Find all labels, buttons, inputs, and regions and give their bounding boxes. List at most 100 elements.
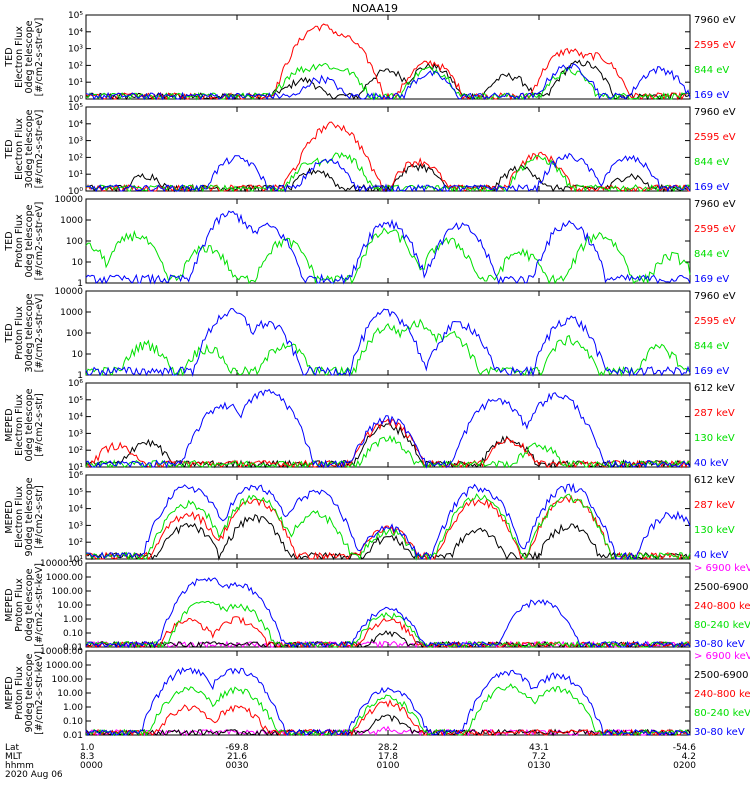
y-tick-label: 10⁴: [68, 120, 83, 130]
y-axis-label: Proton Flux: [14, 666, 25, 720]
series-line: [85, 493, 691, 561]
y-axis-label: 30deg telescope: [24, 109, 35, 188]
y-tick-label: 100.00: [52, 675, 84, 685]
legend-entry: 80-240 keV: [694, 708, 750, 719]
series-line: [85, 513, 691, 561]
y-tick-label: 10⁵: [68, 488, 83, 498]
y-tick-label: 10⁵: [68, 103, 83, 113]
y-axis-label: 90deg telescope: [24, 477, 35, 556]
y-tick-label: 10²: [68, 153, 83, 163]
panel-2: 10⁰ 10¹ 10² 10³ 10⁴ 10⁵ TED Electron Flux 30deg …: [4, 103, 736, 197]
legend-entry: 240-800 keV: [694, 689, 750, 700]
y-axis-label: 0deg telescope: [24, 568, 35, 641]
legend-entry: 80-240 keV: [694, 620, 750, 631]
panel-7: 0.01 0.10 1.00 10.00 100.00 1000.00 10000.00 ME…: [4, 559, 750, 653]
y-tick-label: 1000: [60, 308, 83, 318]
y-axis-label: [#/cm2-s-str-eV]: [34, 202, 45, 281]
panel-6: 10¹ 10² 10³ 10⁴ 10⁵ 10⁶ MEPED Electron Flux 90de…: [4, 471, 735, 565]
legend-entry: 844 eV: [694, 341, 729, 352]
x-tick-label: 21.6: [227, 752, 247, 762]
panel-3: 1 10 100 1000 10000 TED Proton Flux 0deg telesc…: [4, 195, 736, 289]
y-tick-label: 10¹: [68, 463, 83, 473]
series-line: [85, 23, 691, 101]
y-axis-label: Electron Flux: [14, 394, 25, 456]
y-axis-label: Electron Flux: [14, 486, 25, 548]
x-tick-label: 0200: [673, 761, 696, 771]
y-axis-label: [#/cm2-s-str-eV]: [34, 110, 45, 189]
y-tick-label: 10.00: [57, 689, 83, 699]
y-tick-label: 10⁰: [68, 187, 83, 197]
legend-entry: 7960 eV: [694, 199, 736, 210]
plot-title: NOAA19: [352, 2, 398, 15]
y-axis-label: TED: [4, 47, 15, 67]
legend-entry: 30-80 keV: [694, 727, 745, 738]
y-axis-label: MEPED: [4, 408, 15, 441]
y-tick-label: 10¹: [68, 555, 83, 565]
y-tick-label: 100.00: [52, 587, 84, 597]
y-tick-label: 10³: [68, 45, 83, 55]
y-tick-label: 10³: [68, 137, 83, 147]
legend-entry: 169 eV: [694, 366, 729, 377]
series-line: [85, 318, 691, 377]
series-line: [85, 227, 691, 285]
legend-entry: 2595 eV: [694, 224, 736, 235]
legend-entry: > 6900 keV: [694, 563, 750, 574]
x-tick-label: 17.8: [378, 752, 398, 762]
y-axis-label: MEPED: [4, 588, 15, 621]
series-line: [85, 307, 691, 377]
y-axis-label: MEPED: [4, 500, 15, 533]
x-tick-label: 1.0: [80, 743, 95, 753]
y-tick-label: 10⁴: [68, 505, 83, 515]
series-line: [85, 388, 691, 469]
series-line: [85, 600, 691, 649]
y-axis-label: TED: [4, 231, 15, 251]
series-line: [85, 152, 691, 193]
y-tick-label: 10000: [54, 195, 83, 205]
y-axis-label: 0deg telescope: [24, 204, 35, 277]
series-line: [85, 494, 691, 561]
series-line: [85, 725, 691, 737]
series-line: [85, 699, 691, 737]
legend-entry: 844 eV: [694, 249, 729, 260]
series-line: [85, 62, 691, 101]
y-axis-label: [#/cm2-s-str]: [34, 485, 45, 548]
y-axis-label: [#/cm2-s-str]: [34, 393, 45, 456]
legend-entry: 2500-6900: [694, 670, 749, 681]
x-tick-label: -69.8: [225, 743, 249, 753]
legend-entry: 2595 eV: [694, 40, 736, 51]
x-tick-label: -54.6: [673, 743, 697, 753]
y-tick-label: 0.01: [63, 731, 83, 741]
legend-entry: 612 keV: [694, 475, 735, 486]
y-axis-label: TED: [4, 323, 15, 343]
legend-entry: 30-80 keV: [694, 639, 745, 650]
legend-entry: 612 keV: [694, 383, 735, 394]
y-tick-label: 0.10: [63, 629, 83, 639]
series-line: [85, 418, 691, 469]
y-tick-label: 10: [72, 350, 84, 360]
y-tick-label: 1: [77, 371, 83, 381]
y-tick-label: 10⁰: [68, 95, 83, 105]
y-axis-label: [#/cm2-s-str-eV]: [34, 18, 45, 97]
y-tick-label: 10⁶: [68, 471, 83, 481]
legend-entry: 7960 eV: [694, 107, 736, 118]
legend-entry: 40 keV: [694, 458, 728, 469]
y-axis-label: Proton Flux: [14, 306, 25, 360]
y-axis-label: 0deg telescope: [24, 388, 35, 461]
y-tick-label: 10³: [68, 521, 83, 531]
legend-entry: 2595 eV: [694, 132, 736, 143]
series-line: [85, 152, 691, 193]
series-line: [85, 210, 691, 285]
y-tick-label: 10000.00: [40, 559, 83, 569]
y-axis-label: 90deg telescope: [24, 653, 35, 732]
y-tick-label: 10: [72, 258, 84, 268]
y-tick-label: 100: [66, 329, 83, 339]
panel-frame: [85, 382, 691, 468]
panel-frame: [85, 290, 691, 376]
series-line: [85, 577, 691, 649]
x-tick-label: 8.3: [80, 752, 94, 762]
y-tick-label: 1000.00: [46, 661, 83, 671]
x-tick-label: 7.2: [532, 752, 546, 762]
y-tick-label: 0.10: [63, 717, 83, 727]
series-line: [85, 121, 690, 193]
